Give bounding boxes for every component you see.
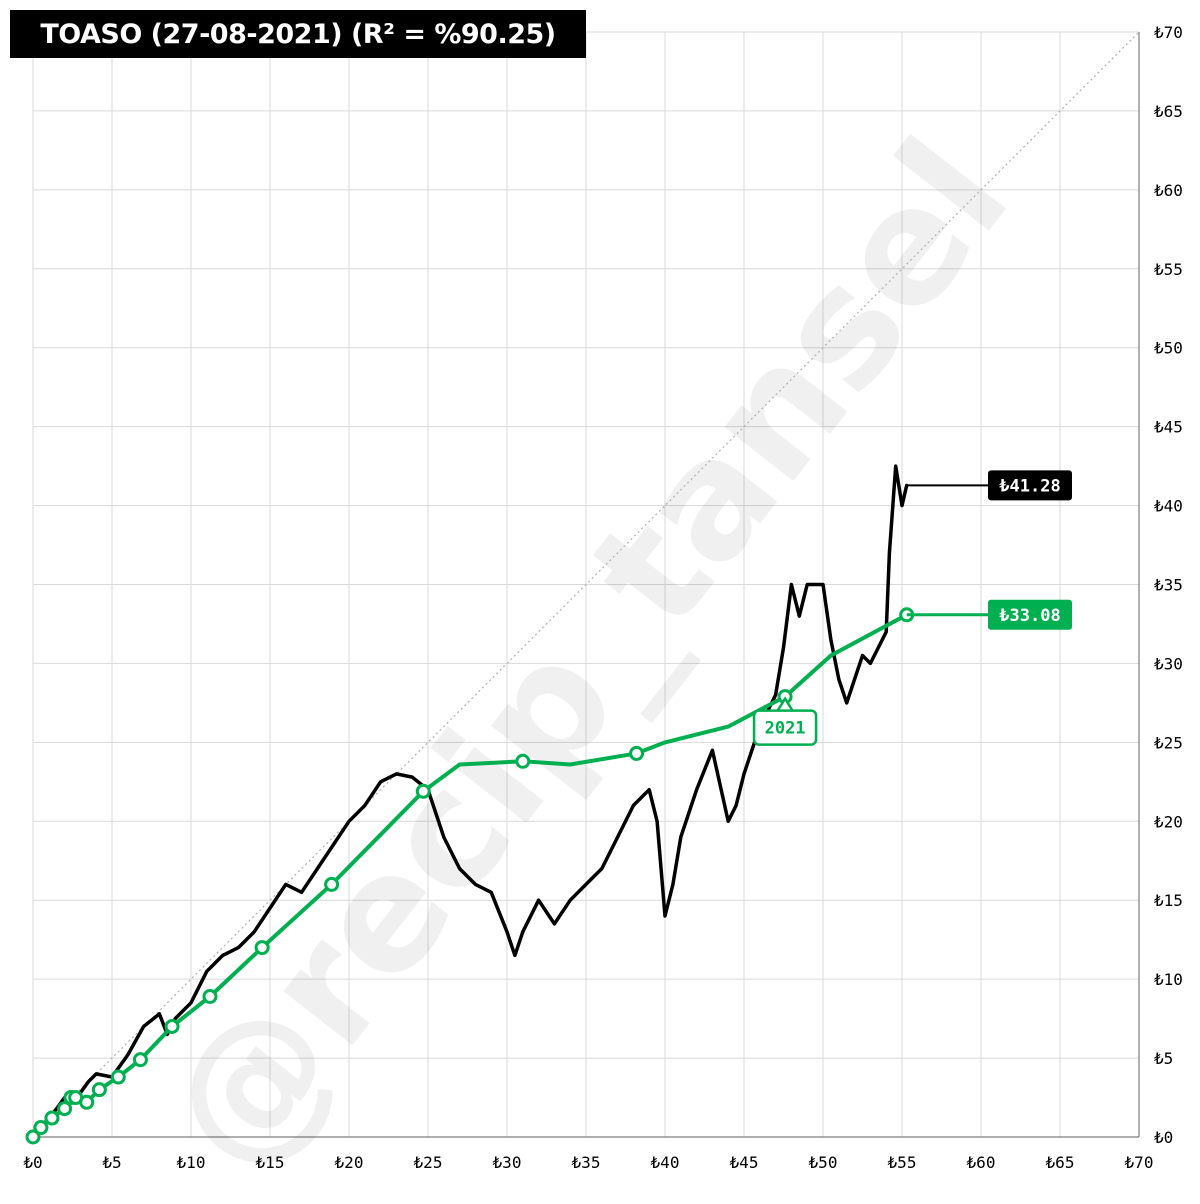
trend-point [629,745,645,761]
y-tick-label: ₺10 [1154,970,1183,989]
x-tick-label: ₺55 [888,1153,917,1172]
x-tick-label: ₺15 [256,1153,285,1172]
trend-point [91,1082,107,1098]
trend-point [164,1019,180,1034]
chart-title: TOASO (27-08-2021) (R² = %90.25) [10,10,586,58]
price-value-label: ₺41.28 [999,476,1060,496]
price-value-badge [988,470,1072,501]
series [25,464,915,1145]
trend-point [79,1094,95,1110]
x-tick-label: ₺10 [177,1153,206,1172]
trend-point [33,1120,49,1136]
price-line [31,464,909,1139]
end-labels: ₺41.28 2021 ₺33.08 [752,470,1072,746]
trend-point [25,1129,41,1145]
y-tick-label: ₺60 [1154,181,1183,200]
trend-value-badge [988,599,1072,630]
y-tick-label: ₺20 [1154,812,1183,831]
x-axis: ₺0 ₺5 ₺10 ₺15 ₺20 ₺25 ₺30 ₺35 ₺40 ₺45 ₺50 ₺55 ₺60 ₺65… [23,1153,1153,1172]
y-tick-label: ₺15 [1154,891,1183,910]
y-tick-label: ₺45 [1154,418,1183,437]
y-tick-label: ₺25 [1154,733,1183,752]
y-tick-label: ₺35 [1154,576,1183,595]
x-tick-label: ₺0 [23,1153,42,1172]
y-tick-label: ₺5 [1154,1049,1173,1068]
y-axis: ₺0 ₺5 ₺10 ₺15 ₺20 ₺25 ₺30 ₺35 ₺40 ₺45 ₺50 ₺55 ₺60 ₺65… [1154,23,1183,1147]
trend-point [110,1069,126,1085]
trend-point [202,989,218,1005]
y-tick-label: ₺40 [1154,497,1183,516]
x-tick-label: ₺30 [493,1153,522,1172]
trend-point [324,876,340,892]
x-tick-label: ₺45 [730,1153,759,1172]
trend-value-label: ₺33.08 [999,606,1060,626]
reference-diagonal-line [32,31,1140,1138]
x-tick-label: ₺25 [414,1153,443,1172]
trend-point [44,1110,60,1126]
y-tick-label: ₺30 [1154,654,1183,673]
year-callout-label: 2021 [765,719,806,739]
x-tick-label: ₺5 [102,1153,121,1172]
x-tick-label: ₺65 [1046,1153,1075,1172]
y-tick-label: ₺50 [1154,339,1183,358]
grid [32,31,1140,1138]
trend-point [132,1052,148,1068]
x-tick-label: ₺70 [1125,1153,1154,1172]
x-tick-label: ₺20 [335,1153,364,1172]
y-tick-label: ₺70 [1154,23,1183,42]
year-callout-box [752,709,818,746]
trend-point [57,1101,73,1117]
y-tick-label: ₺65 [1154,102,1183,121]
x-tick-label: ₺60 [967,1153,996,1172]
x-tick-label: ₺50 [809,1153,838,1172]
trend-point [415,783,431,799]
x-tick-label: ₺40 [651,1153,680,1172]
year-callout-pointer [776,696,795,713]
x-tick-label: ₺35 [572,1153,601,1172]
y-tick-label: ₺55 [1154,260,1183,279]
trend-point [254,940,270,956]
trend-point [515,753,531,769]
y-tick-label: ₺0 [1154,1128,1173,1147]
